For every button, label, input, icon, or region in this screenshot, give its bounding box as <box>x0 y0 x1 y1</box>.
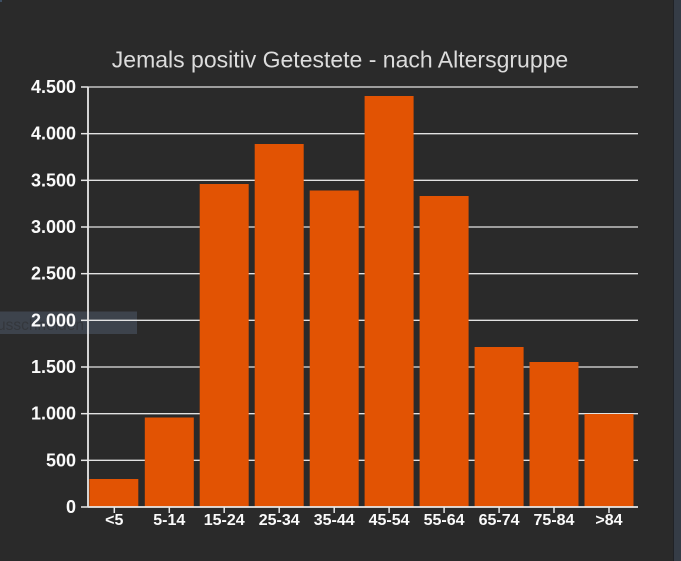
svg-text:usschneiden: usschneiden <box>0 317 84 334</box>
svg-text:45-54: 45-54 <box>369 512 410 529</box>
svg-text:Jemals positiv Getestete - nac: Jemals positiv Getestete - nach Altersgr… <box>112 47 568 73</box>
svg-text:4.000: 4.000 <box>31 124 76 144</box>
svg-text:500: 500 <box>46 450 76 470</box>
svg-text:5-14: 5-14 <box>153 512 185 529</box>
svg-text:1.000: 1.000 <box>31 404 76 424</box>
svg-text:35-44: 35-44 <box>314 512 355 529</box>
svg-text:<5: <5 <box>105 512 123 529</box>
svg-text:3.500: 3.500 <box>31 170 76 190</box>
svg-text:>84: >84 <box>595 512 622 529</box>
svg-text:65-74: 65-74 <box>479 512 520 529</box>
svg-text:25-34: 25-34 <box>259 512 300 529</box>
svg-text:55-64: 55-64 <box>424 512 465 529</box>
svg-text:0: 0 <box>66 497 76 517</box>
svg-text:4.500: 4.500 <box>31 77 76 97</box>
svg-text:15-24: 15-24 <box>204 512 245 529</box>
svg-text:1.500: 1.500 <box>31 357 76 377</box>
svg-text:3.000: 3.000 <box>31 217 76 237</box>
svg-text:2.000: 2.000 <box>31 310 76 330</box>
svg-text:75-84: 75-84 <box>534 512 575 529</box>
svg-text:2.500: 2.500 <box>31 264 76 284</box>
